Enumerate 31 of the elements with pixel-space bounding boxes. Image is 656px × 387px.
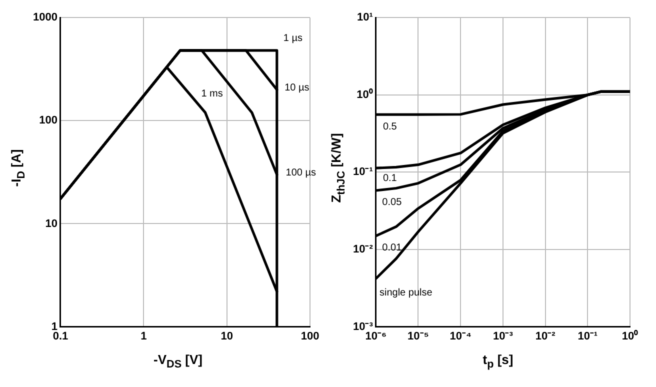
y-tick-label: 1000 bbox=[32, 12, 58, 24]
y-tick-label: 1 bbox=[51, 320, 58, 333]
x-tick-label: 10⁻³ bbox=[492, 330, 514, 342]
x-tick-label: 10⁻² bbox=[535, 330, 556, 342]
x-tick-label: 100 bbox=[300, 330, 320, 342]
series-label: 10 µs bbox=[284, 82, 310, 94]
y-tick-label: 10 bbox=[45, 218, 58, 230]
y-tick-label: 10⁻² bbox=[352, 244, 374, 256]
series-label: 1 µs bbox=[283, 33, 302, 44]
series-label: 0.05 bbox=[382, 197, 402, 208]
series-label: 100 µs bbox=[286, 167, 316, 178]
x-tick-label: 10 bbox=[220, 330, 233, 342]
series-label: 0.01 bbox=[382, 242, 402, 254]
y-tick-label: 100 bbox=[39, 114, 58, 127]
x-tick-label: 0.1 bbox=[52, 330, 68, 342]
x-tick-label: 10⁰ bbox=[622, 329, 638, 342]
series-label: 0.1 bbox=[382, 172, 398, 184]
x-tick-label: 10⁻¹ bbox=[578, 330, 598, 342]
x-axis-title: t$_{p}$ [s] bbox=[482, 352, 514, 371]
x-tick-label: 10⁻⁶ bbox=[365, 330, 387, 342]
y-tick-label: 10⁰ bbox=[356, 88, 373, 101]
x-tick-label: 10⁻⁴ bbox=[450, 330, 472, 342]
series-label: 1 ms bbox=[201, 88, 223, 100]
x-tick-label: 1 bbox=[140, 330, 147, 342]
series-label: single pulse bbox=[379, 287, 433, 298]
y-tick-label: 10⁻³ bbox=[352, 320, 374, 333]
y-tick-label: 10⁻¹ bbox=[352, 166, 374, 178]
x-tick-label: 10⁻⁵ bbox=[408, 330, 429, 342]
series-label: 0.5 bbox=[382, 121, 398, 132]
x-axis-title: -V$_{DS}$ [V] bbox=[152, 352, 204, 371]
y-tick-label: 10¹ bbox=[356, 12, 374, 24]
